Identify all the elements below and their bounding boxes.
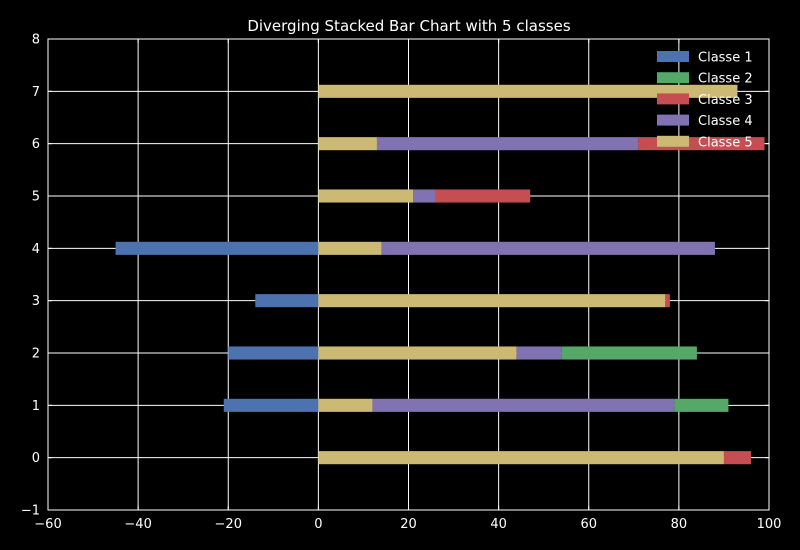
bar-segment [318, 451, 724, 465]
bar-segment [561, 346, 697, 360]
y-tick-label: 6 [32, 137, 40, 152]
legend-swatch [657, 51, 689, 62]
bar-segment [723, 451, 751, 465]
x-tick-label: 100 [757, 517, 782, 532]
bar-segment [318, 241, 382, 255]
bar-segment [372, 398, 675, 412]
x-tick-label: −60 [34, 517, 61, 532]
y-tick-label: 0 [32, 451, 40, 466]
legend-swatch [657, 135, 689, 147]
legend-swatch [657, 93, 689, 105]
bar-segment [435, 189, 531, 203]
bar-segment [674, 398, 729, 412]
bar-segment [228, 346, 319, 360]
y-tick-label: 5 [32, 190, 40, 205]
legend-label: Classe 4 [698, 114, 753, 129]
bar-segment [318, 189, 414, 203]
x-tick-label: 0 [314, 517, 322, 532]
chart-title: Diverging Stacked Bar Chart with 5 class… [247, 17, 570, 35]
bar-segment [516, 346, 562, 360]
bar-segment [665, 294, 670, 308]
bars-group [115, 84, 765, 465]
bar-segment [318, 398, 373, 412]
x-tick-label: 40 [490, 517, 507, 532]
x-tick-label: 60 [580, 517, 597, 532]
bar-segment [223, 398, 319, 412]
x-tick-label: −40 [124, 517, 151, 532]
y-tick-label: 3 [32, 294, 40, 309]
y-tick-label: −1 [21, 504, 40, 519]
legend-label: Classe 5 [698, 135, 753, 150]
bar-segment [318, 137, 377, 151]
bar-segment [115, 241, 319, 255]
y-tick-label: 4 [32, 242, 40, 257]
legend-label: Classe 2 [698, 72, 753, 87]
y-tick-label: 7 [32, 85, 40, 100]
bar-segment [318, 84, 738, 98]
bar-segment [413, 189, 436, 203]
bar-segment [255, 294, 319, 308]
x-tick-label: −20 [215, 517, 242, 532]
axis-ticks: −60 −40 −20 0 20 40 60 80 100 −1 0 1 2 3 4 5 6 7 8 [21, 33, 782, 533]
bar-segment [376, 137, 639, 151]
y-tick-label: 8 [32, 33, 40, 48]
bar-segment [381, 241, 715, 255]
legend-label: Classe 1 [698, 51, 753, 66]
y-tick-label: 2 [32, 347, 40, 362]
bar-segment [318, 346, 517, 360]
legend: Classe 1 Classe 2 Classe 3 Classe 4 Classe 5 [657, 51, 753, 150]
x-tick-label: 20 [400, 517, 417, 532]
bar-segment [318, 294, 666, 308]
x-tick-label: 80 [671, 517, 688, 532]
legend-swatch [657, 114, 689, 126]
legend-swatch [657, 72, 689, 84]
y-tick-label: 1 [32, 399, 40, 414]
legend-label: Classe 3 [698, 93, 753, 108]
grid-lines [47, 38, 770, 511]
